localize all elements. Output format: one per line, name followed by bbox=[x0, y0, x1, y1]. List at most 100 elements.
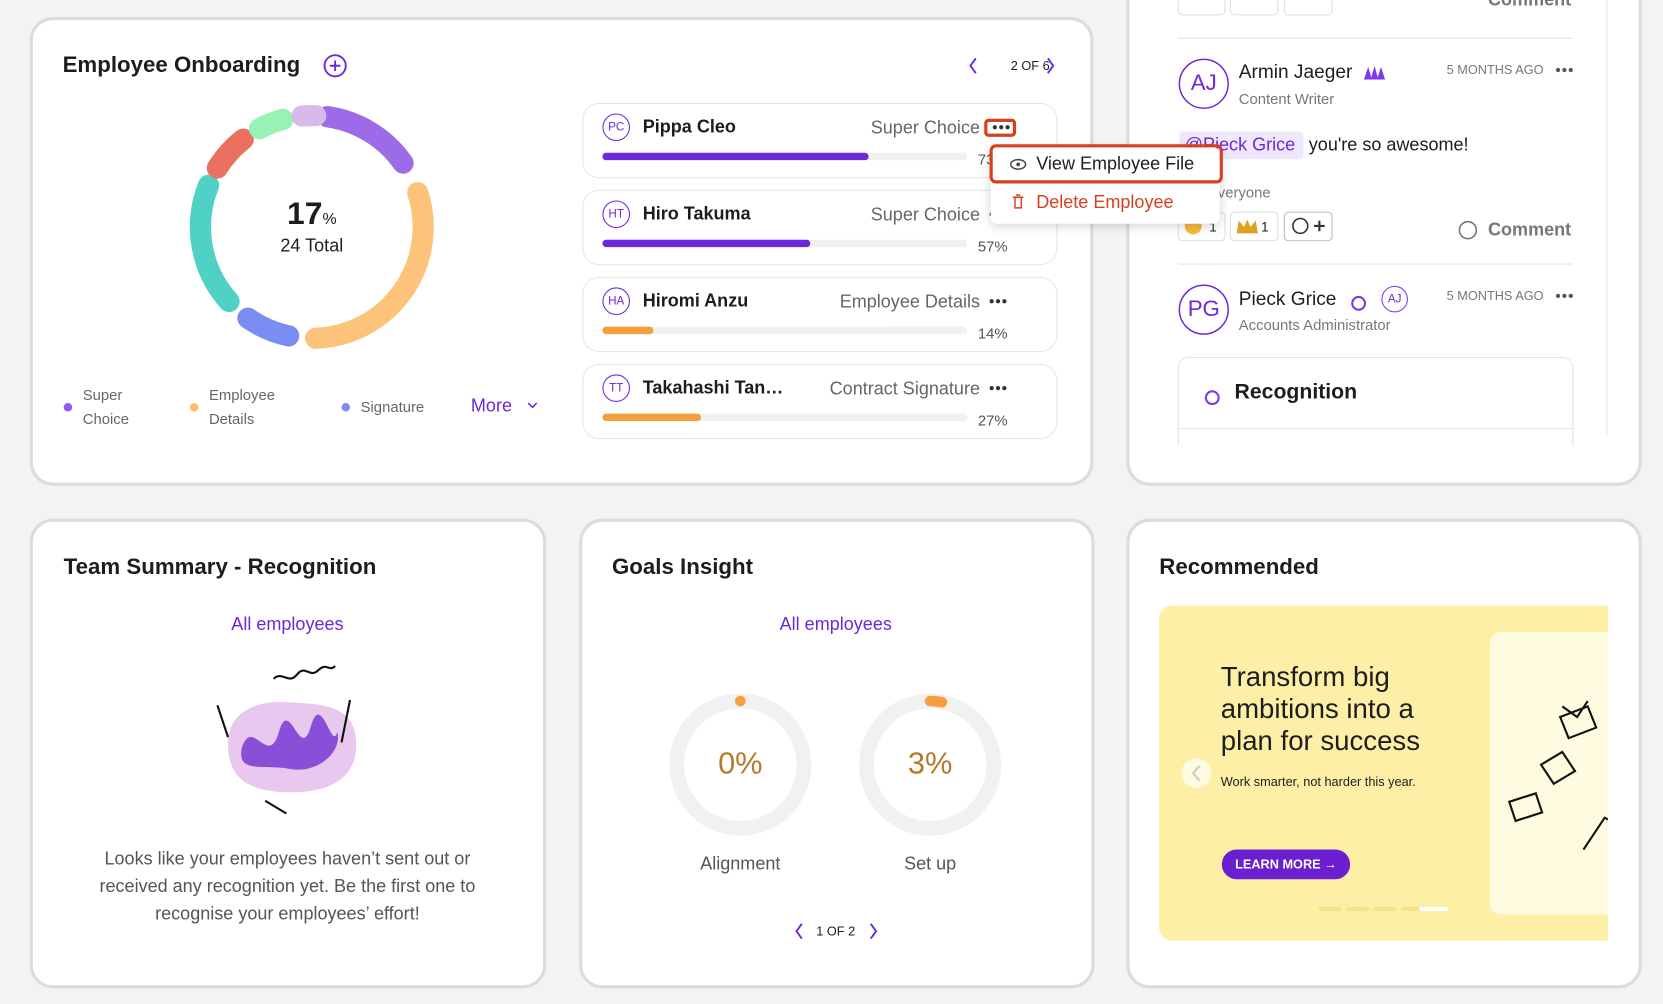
employee-name: Takahashi Tan… bbox=[642, 377, 784, 398]
more-chevron bbox=[527, 402, 538, 409]
legend-label: Signature bbox=[360, 398, 425, 416]
progress-label: 14% bbox=[977, 324, 1008, 342]
row-menu[interactable] bbox=[984, 118, 1017, 137]
eye-pupil bbox=[1016, 162, 1021, 167]
progress-label: 57% bbox=[977, 237, 1008, 255]
dot bbox=[999, 125, 1004, 130]
medal-icon bbox=[1204, 390, 1220, 406]
card-title: Team Summary - Recognition bbox=[63, 554, 377, 580]
filter[interactable]: All employees bbox=[231, 614, 344, 635]
stage: Employee Details bbox=[839, 291, 980, 312]
reaction-count: 1 bbox=[1261, 219, 1269, 235]
gauge-arc bbox=[861, 695, 1000, 834]
post-menu[interactable] bbox=[1555, 67, 1573, 73]
reaction[interactable] bbox=[1283, 0, 1333, 16]
employee-name: Hiromi Anzu bbox=[642, 290, 749, 311]
emoji bbox=[1236, 219, 1258, 234]
pager: 2 OF 6 bbox=[1010, 58, 1050, 74]
avatar bbox=[602, 374, 630, 402]
post-time: 5 MONTHS AGO bbox=[1446, 288, 1544, 304]
reaction[interactable] bbox=[1229, 0, 1279, 16]
comment-button[interactable]: Comment bbox=[1488, 0, 1571, 11]
progress-track bbox=[602, 413, 968, 422]
author-role: Content Writer bbox=[1238, 90, 1335, 108]
donut-segment bbox=[248, 108, 294, 140]
banner: Transform big ambitions into a plan for … bbox=[1159, 605, 1608, 941]
avatar bbox=[1178, 284, 1229, 335]
dot bbox=[989, 386, 994, 391]
progress-bar bbox=[602, 413, 701, 422]
eye-icon bbox=[1010, 158, 1027, 170]
employee-row[interactable]: HA Hiromi Anzu Employee Details 14% bbox=[582, 276, 1058, 353]
prev-slide[interactable] bbox=[1181, 758, 1212, 789]
legend-dot bbox=[341, 403, 350, 412]
employee-row[interactable]: TT Takahashi Tan… Contract Signature 27% bbox=[582, 363, 1058, 440]
add-icon-plus bbox=[329, 60, 341, 72]
dot bbox=[992, 125, 997, 130]
more-button[interactable]: More bbox=[470, 395, 512, 416]
goals-card bbox=[579, 518, 1095, 989]
dot bbox=[1002, 299, 1007, 304]
learn-more-button[interactable]: LEARN MORE → bbox=[1221, 849, 1351, 880]
gauge-value: 0% bbox=[718, 747, 763, 782]
emoji-hands bbox=[1363, 65, 1386, 80]
legend-dot bbox=[63, 403, 73, 412]
avatar bbox=[602, 200, 630, 229]
progress-bar bbox=[602, 152, 869, 161]
avatar-initials: PC bbox=[608, 120, 625, 134]
tag-avatar bbox=[1381, 285, 1408, 313]
dot bbox=[995, 386, 1001, 391]
reaction[interactable] bbox=[1177, 0, 1226, 16]
empty-message: Looks like your employees haven’t sent o… bbox=[99, 848, 476, 924]
comment-button[interactable]: Comment bbox=[1488, 219, 1572, 240]
center-number: 17 bbox=[287, 196, 323, 232]
plus bbox=[1314, 220, 1325, 232]
legend-dot bbox=[189, 403, 199, 412]
filter[interactable]: All employees bbox=[779, 614, 892, 635]
progress-bar bbox=[602, 326, 654, 335]
next-page[interactable] bbox=[1047, 57, 1055, 74]
center-caption: 24 Total bbox=[280, 235, 344, 256]
stage: Contract Signature bbox=[829, 378, 980, 399]
add-icon[interactable] bbox=[323, 54, 347, 78]
reaction-count: 1 bbox=[1209, 219, 1217, 235]
row-menu[interactable] bbox=[984, 293, 1016, 311]
recognition-title: Recognition bbox=[1234, 380, 1358, 404]
progress-track bbox=[602, 326, 968, 335]
menu-item[interactable]: View Employee File bbox=[1036, 153, 1195, 174]
card-title: Employee Onboarding bbox=[62, 53, 301, 78]
donut-segment bbox=[206, 128, 254, 179]
emoji bbox=[1292, 217, 1309, 235]
card-title: Goals Insight bbox=[611, 554, 754, 580]
author-name: Pieck Grice bbox=[1238, 287, 1337, 310]
progress-bar bbox=[602, 239, 811, 248]
employee-name: Hiro Takuma bbox=[642, 203, 751, 224]
avatar-initials: AJ bbox=[1190, 71, 1217, 96]
donut-segment bbox=[189, 174, 240, 313]
trash-icon bbox=[1012, 194, 1024, 209]
gauges bbox=[669, 693, 1002, 836]
donut-segment bbox=[316, 106, 414, 174]
post-menu[interactable] bbox=[1555, 293, 1573, 299]
prev-chevron bbox=[1191, 765, 1201, 782]
card-title: Recommended bbox=[1159, 554, 1319, 580]
dot bbox=[1005, 125, 1010, 130]
banner-panel bbox=[1490, 632, 1608, 915]
next-page[interactable] bbox=[869, 923, 878, 940]
prev-page[interactable] bbox=[969, 57, 977, 74]
tag-initials: AJ bbox=[1387, 292, 1402, 306]
author-name: Armin Jaeger bbox=[1238, 60, 1353, 83]
lines bbox=[216, 665, 352, 815]
dot bbox=[1002, 386, 1007, 391]
gauge-arc bbox=[671, 695, 810, 834]
menu-item[interactable]: Delete Employee bbox=[1036, 191, 1174, 213]
legend-label: Employee Details bbox=[208, 386, 275, 428]
recognition-box bbox=[1177, 356, 1574, 446]
prev-page[interactable] bbox=[795, 923, 803, 940]
center-value: 17% bbox=[287, 196, 337, 232]
row-menu[interactable] bbox=[984, 380, 1016, 398]
gauge-label: Alignment bbox=[700, 853, 781, 874]
